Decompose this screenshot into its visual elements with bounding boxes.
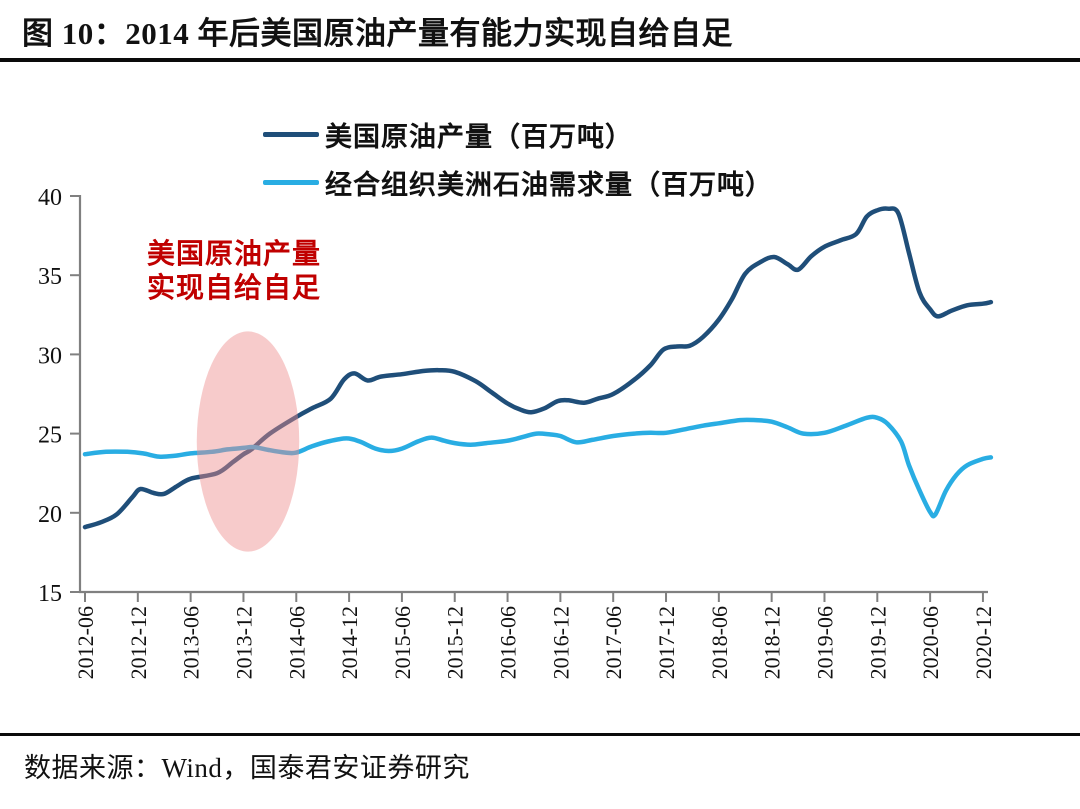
legend-label-demand: 经合组织美洲石油需求量（百万吨） <box>325 169 773 200</box>
x-axis-label: 2015-06 <box>390 606 415 679</box>
x-axis-label: 2018-06 <box>707 606 732 679</box>
legend-item-demand: 经合组织美洲石油需求量（百万吨） <box>263 164 773 200</box>
series-production-line <box>82 206 994 530</box>
legend-swatch-production <box>263 131 319 137</box>
x-axis-label: 2019-06 <box>812 606 837 679</box>
x-axis-label: 2013-12 <box>231 606 256 679</box>
y-axis-label: 35 <box>38 264 62 290</box>
x-axis-label: 2017-12 <box>654 606 679 679</box>
page-title: 图 10：2014 年后美国原油产量有能力实现自给自足 <box>22 16 733 51</box>
chart-legend: 美国原油产量（百万吨） 经合组织美洲石油需求量（百万吨） <box>263 116 773 200</box>
x-axis-label: 2020-12 <box>971 606 996 679</box>
x-axis-label: 2015-12 <box>443 606 468 679</box>
x-axis-label: 2016-12 <box>548 606 573 679</box>
source-note: 数据来源：Wind，国泰君安证券研究 <box>24 753 470 783</box>
footer-rule <box>0 733 1080 736</box>
x-axis-label: 2018-12 <box>760 606 785 679</box>
x-axis-label: 2012-06 <box>73 606 98 679</box>
x-axis-label: 2014-06 <box>284 606 309 679</box>
annotation-line-2: 实现自给自足 <box>146 273 321 304</box>
x-axis-label: 2013-06 <box>179 606 204 679</box>
x-axis-label: 2017-06 <box>601 606 626 679</box>
annotation-callout: 美国原油产量 实现自给自足 <box>118 238 350 306</box>
x-axis-label: 2020-06 <box>918 606 943 679</box>
legend-label-production: 美国原油产量（百万吨） <box>325 121 633 152</box>
highlight-ellipse <box>196 331 300 552</box>
annotation-line-1: 美国原油产量 <box>146 239 321 270</box>
y-axis-label: 15 <box>38 581 62 607</box>
legend-swatch-demand <box>263 179 319 185</box>
x-axis-label: 2016-06 <box>496 606 521 679</box>
y-axis-label: 20 <box>38 502 62 528</box>
title-rule <box>0 58 1080 62</box>
x-axis-label: 2012-12 <box>126 606 151 679</box>
x-axis-label: 2019-12 <box>865 606 890 679</box>
y-axis-label: 30 <box>38 343 62 369</box>
series-demand-line <box>82 414 994 519</box>
legend-item-production: 美国原油产量（百万吨） <box>263 116 773 152</box>
y-axis-label: 40 <box>38 185 62 211</box>
x-axis-label: 2014-12 <box>337 606 362 679</box>
y-axis-label: 25 <box>38 423 62 449</box>
